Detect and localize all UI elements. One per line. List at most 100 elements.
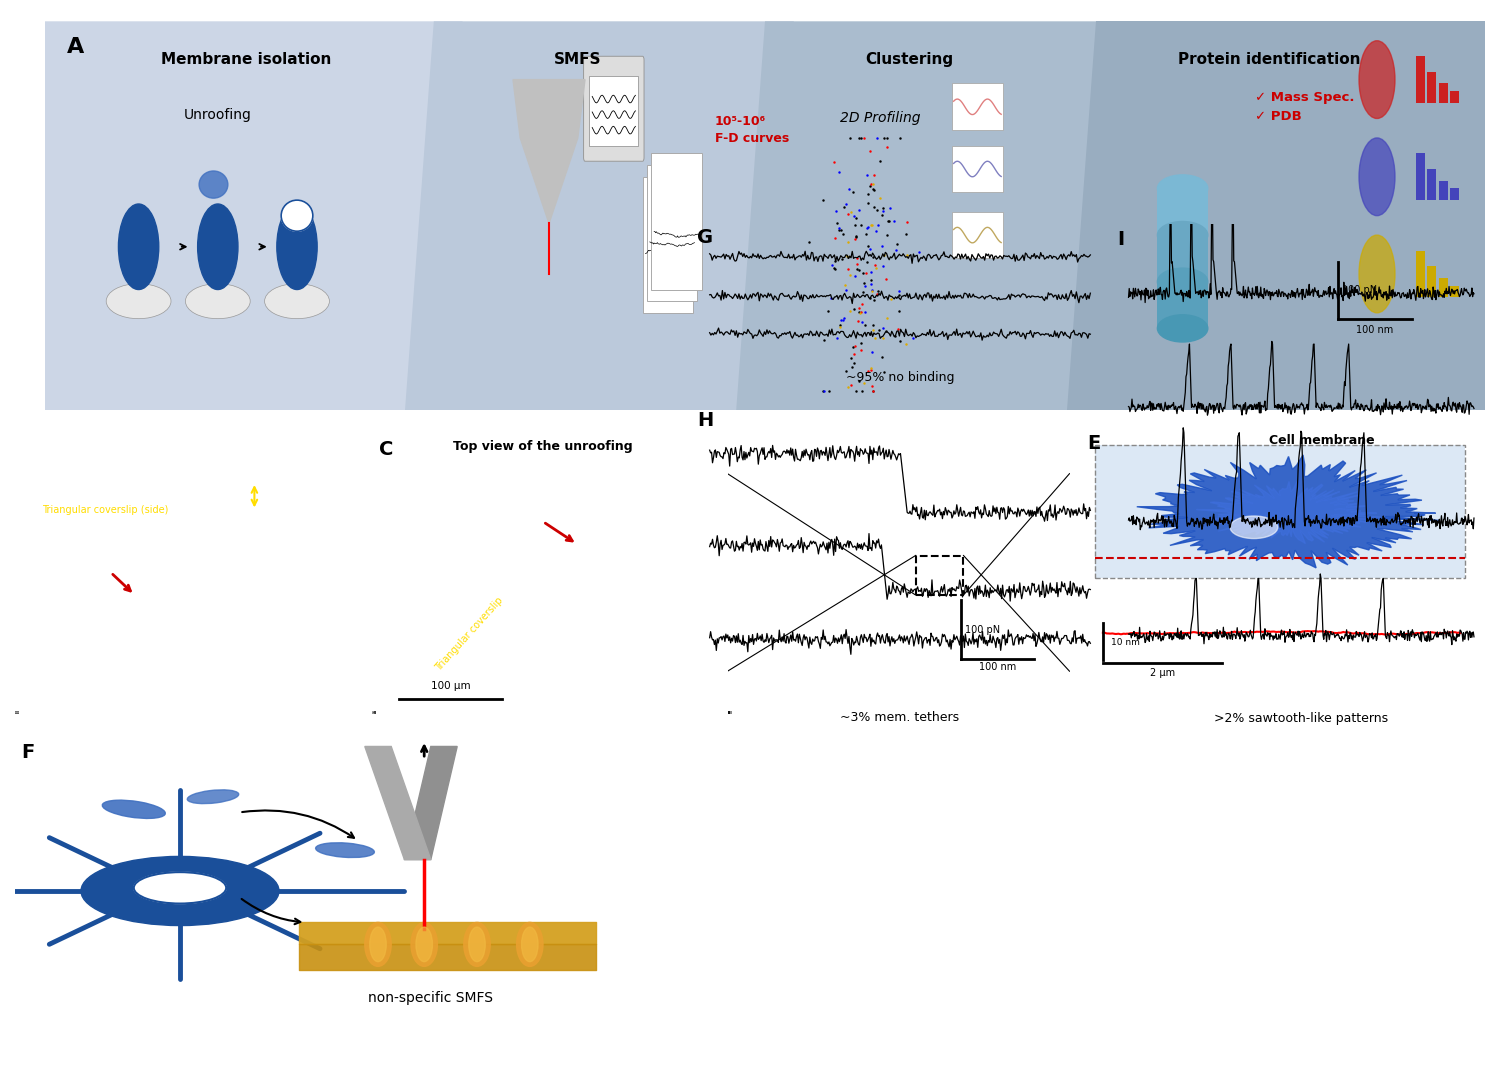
Ellipse shape xyxy=(1158,315,1208,342)
Text: 100 pN: 100 pN xyxy=(964,625,1000,635)
Bar xyxy=(1438,181,1448,200)
Ellipse shape xyxy=(1359,138,1395,215)
Ellipse shape xyxy=(280,200,314,231)
Text: E: E xyxy=(1088,435,1100,453)
Polygon shape xyxy=(1197,480,1380,543)
Text: 100 pN: 100 pN xyxy=(1341,285,1377,295)
Ellipse shape xyxy=(516,922,543,966)
Ellipse shape xyxy=(468,928,486,962)
Text: Unroofing: Unroofing xyxy=(184,108,252,121)
Bar xyxy=(1438,83,1448,103)
FancyBboxPatch shape xyxy=(646,165,698,301)
Text: Cell membrane: Cell membrane xyxy=(1269,435,1374,447)
FancyBboxPatch shape xyxy=(1158,235,1208,282)
Text: I: I xyxy=(1118,230,1125,249)
Ellipse shape xyxy=(264,283,330,318)
Text: Triangular coverslip (side): Triangular coverslip (side) xyxy=(42,506,168,515)
Bar xyxy=(1428,266,1436,297)
Text: A: A xyxy=(66,37,84,56)
Text: H: H xyxy=(698,411,714,430)
Ellipse shape xyxy=(118,204,159,290)
Text: Side view of the unroofing: Side view of the unroofing xyxy=(93,440,279,453)
Polygon shape xyxy=(736,21,1125,410)
FancyBboxPatch shape xyxy=(642,177,693,313)
Text: D: D xyxy=(735,440,750,459)
Text: Clustering: Clustering xyxy=(865,52,952,67)
Ellipse shape xyxy=(106,283,171,318)
Polygon shape xyxy=(1068,21,1485,410)
Text: 10⁵-10⁶
F-D curves: 10⁵-10⁶ F-D curves xyxy=(714,115,789,145)
Ellipse shape xyxy=(416,928,432,962)
FancyBboxPatch shape xyxy=(1158,282,1208,328)
Text: 2D Profiling: 2D Profiling xyxy=(840,112,921,126)
Bar xyxy=(1416,153,1425,200)
Text: 10 nm: 10 nm xyxy=(1112,639,1140,648)
Ellipse shape xyxy=(1158,222,1208,249)
Ellipse shape xyxy=(102,800,165,818)
Text: Top view of the unroofing: Top view of the unroofing xyxy=(453,440,633,453)
Text: >2% sawtooth-like patterns: >2% sawtooth-like patterns xyxy=(1214,711,1389,724)
Ellipse shape xyxy=(278,204,316,290)
FancyBboxPatch shape xyxy=(952,212,1002,259)
Bar xyxy=(1428,71,1436,103)
FancyBboxPatch shape xyxy=(952,146,1002,193)
Text: ~3% mem. tethers: ~3% mem. tethers xyxy=(840,711,960,724)
Ellipse shape xyxy=(411,922,438,966)
Ellipse shape xyxy=(186,283,250,318)
Text: C: C xyxy=(380,440,393,459)
Ellipse shape xyxy=(1359,235,1395,313)
Ellipse shape xyxy=(81,856,279,925)
Ellipse shape xyxy=(522,928,538,962)
Text: Protein identification: Protein identification xyxy=(1178,52,1360,67)
Text: Membrane isolation: Membrane isolation xyxy=(162,52,332,67)
FancyBboxPatch shape xyxy=(952,83,1002,130)
Ellipse shape xyxy=(464,922,490,966)
Polygon shape xyxy=(405,21,794,410)
Bar xyxy=(1095,445,1464,578)
Text: non-specific SMFS: non-specific SMFS xyxy=(369,990,494,1004)
FancyBboxPatch shape xyxy=(651,153,702,290)
Text: 100 μm: 100 μm xyxy=(74,681,114,691)
Bar xyxy=(1416,250,1425,297)
Ellipse shape xyxy=(198,204,238,290)
Bar xyxy=(1450,285,1460,297)
Polygon shape xyxy=(405,747,457,859)
Text: AFM imaging: AFM imaging xyxy=(853,440,944,453)
Bar xyxy=(1450,189,1460,200)
Text: 100 μm: 100 μm xyxy=(430,681,471,691)
Text: 100 μm: 100 μm xyxy=(938,681,976,691)
Text: 100 nm: 100 nm xyxy=(1356,325,1394,335)
Ellipse shape xyxy=(370,928,387,962)
Text: Triangular coverslip: Triangular coverslip xyxy=(433,595,506,673)
Ellipse shape xyxy=(1359,40,1395,118)
FancyBboxPatch shape xyxy=(590,76,639,146)
Bar xyxy=(1095,445,1464,578)
Bar xyxy=(1438,278,1448,297)
Bar xyxy=(915,556,963,595)
Ellipse shape xyxy=(1230,517,1278,539)
Text: F: F xyxy=(21,743,34,763)
Bar xyxy=(1450,92,1460,103)
Bar xyxy=(1416,56,1425,103)
Text: ~95% no binding: ~95% no binding xyxy=(846,372,954,384)
Text: ✓ Mass Spec.
✓ PDB: ✓ Mass Spec. ✓ PDB xyxy=(1254,91,1354,122)
Ellipse shape xyxy=(134,872,226,903)
Ellipse shape xyxy=(188,790,238,804)
Polygon shape xyxy=(513,80,585,224)
Text: G: G xyxy=(698,228,714,247)
Ellipse shape xyxy=(315,842,375,857)
Polygon shape xyxy=(1137,455,1440,568)
Text: 100 nm: 100 nm xyxy=(978,662,1016,672)
FancyBboxPatch shape xyxy=(1158,189,1208,235)
Bar xyxy=(1428,169,1436,200)
Polygon shape xyxy=(45,21,462,410)
Text: B: B xyxy=(22,440,36,459)
Text: SMFS: SMFS xyxy=(554,52,602,67)
FancyBboxPatch shape xyxy=(584,56,644,161)
Ellipse shape xyxy=(1158,268,1208,295)
Ellipse shape xyxy=(364,922,392,966)
Ellipse shape xyxy=(200,171,228,198)
Text: 2 μm: 2 μm xyxy=(1150,669,1174,678)
Ellipse shape xyxy=(1158,175,1208,202)
Polygon shape xyxy=(364,747,430,859)
